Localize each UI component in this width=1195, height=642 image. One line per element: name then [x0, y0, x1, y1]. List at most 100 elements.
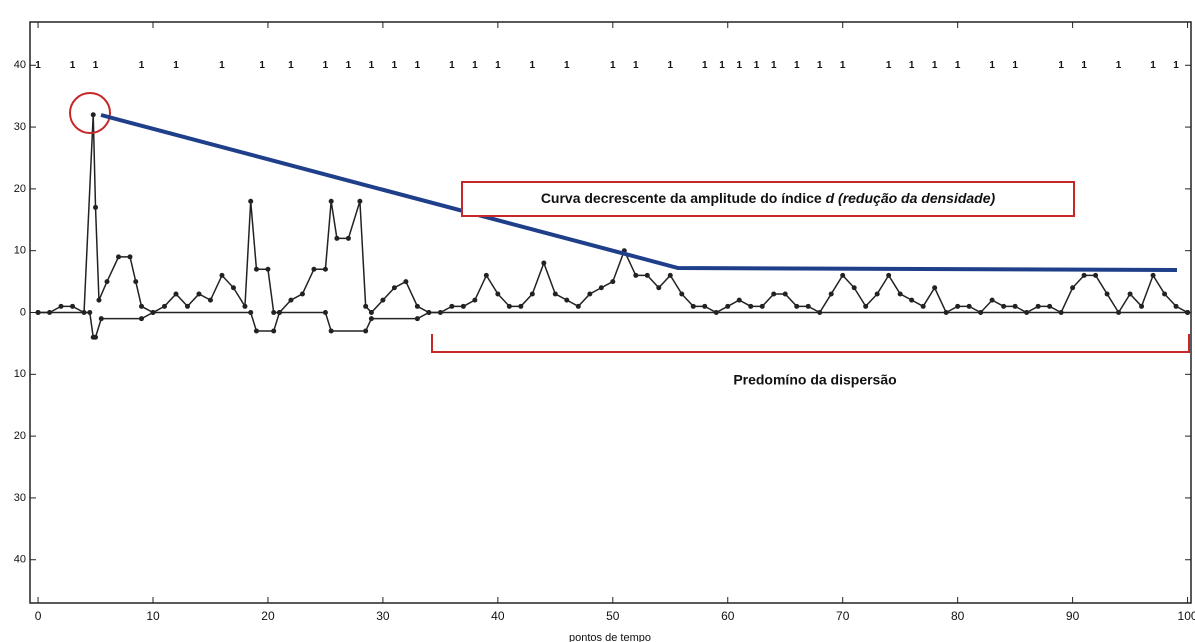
top-label: 1	[449, 60, 455, 71]
data-point	[98, 316, 104, 322]
x-tick-label: 80	[951, 609, 965, 623]
data-point	[909, 297, 915, 303]
annotation-symbol: d	[826, 190, 835, 206]
data-point	[363, 303, 369, 309]
top-label: 1	[1012, 60, 1018, 71]
top-label: 1	[1058, 60, 1064, 71]
data-point	[150, 310, 156, 315]
x-tick-label: 70	[836, 609, 850, 623]
y-tick-label: 40	[14, 59, 26, 71]
top-label: 1	[1081, 60, 1087, 71]
data-point	[207, 297, 213, 303]
top-label: 1	[139, 60, 145, 71]
top-label: 1	[70, 60, 76, 71]
data-point	[851, 285, 857, 291]
data-point	[690, 303, 696, 309]
data-point	[1127, 291, 1133, 297]
data-line	[38, 311, 1188, 338]
top-label: 1	[736, 60, 742, 71]
data-point	[460, 303, 466, 309]
data-point	[736, 297, 742, 303]
data-point	[196, 291, 202, 297]
top-label: 1	[840, 60, 846, 71]
data-point	[116, 254, 122, 260]
data-point	[265, 266, 271, 272]
data-point	[483, 272, 489, 278]
top-label: 1	[259, 60, 265, 71]
x-tick-label: 40	[491, 609, 505, 623]
data-point	[345, 235, 351, 241]
top-label: 1	[392, 60, 398, 71]
top-label: 1	[369, 60, 375, 71]
data-point	[541, 260, 547, 266]
data-point	[90, 112, 96, 118]
data-point	[667, 272, 673, 278]
data-point	[748, 303, 754, 309]
data-point	[1001, 303, 1007, 309]
data-point	[840, 272, 846, 278]
data-point	[759, 303, 765, 309]
y-tick-label: 20	[14, 430, 26, 442]
top-label: 1	[288, 60, 294, 71]
data-point	[725, 303, 731, 309]
data-point	[1150, 272, 1156, 278]
x-tick-label: 50	[606, 609, 620, 623]
data-point	[426, 310, 432, 315]
data-point	[1139, 303, 1145, 309]
data-point	[328, 198, 334, 204]
data-point	[58, 303, 64, 309]
y-tick-label: 0	[20, 306, 26, 318]
data-point	[368, 316, 374, 322]
x-tick-label: 20	[261, 609, 275, 623]
top-label: 1	[1173, 60, 1179, 71]
trend-line	[100, 113, 1178, 272]
data-point	[391, 285, 397, 291]
data-point	[70, 303, 76, 309]
top-label: 1	[415, 60, 421, 71]
top-label: 1	[771, 60, 777, 71]
y-tick-label: 10	[14, 245, 26, 257]
annotation-text: Curva decrescente da amplitude do índice…	[541, 190, 996, 206]
y-tick-label: 30	[14, 121, 26, 133]
data-point	[679, 291, 685, 297]
y-tick-label: 40	[14, 554, 26, 566]
top-label: 1	[93, 60, 99, 71]
y-tick-label: 20	[14, 183, 26, 195]
data-point	[161, 303, 167, 309]
data-point	[1162, 291, 1168, 297]
data-point	[139, 303, 145, 309]
data-point	[575, 303, 581, 309]
top-label: 1	[173, 60, 179, 71]
data-point	[173, 291, 179, 297]
data-point	[1173, 303, 1179, 309]
data-point	[403, 279, 409, 285]
data-point	[248, 310, 254, 315]
top-label: 1	[754, 60, 760, 71]
data-point	[414, 303, 420, 309]
x-axis-label: pontos de tempo	[569, 632, 651, 642]
data-point	[506, 303, 512, 309]
data-point	[1185, 310, 1191, 315]
data-point	[955, 303, 961, 309]
x-tick-label: 10	[146, 609, 160, 623]
data-point	[587, 291, 593, 297]
peak-circle	[69, 92, 111, 134]
data-point	[127, 254, 133, 260]
data-point	[472, 297, 478, 303]
data-point	[363, 328, 369, 334]
annotation-main: Curva decrescente da amplitude do índice	[541, 190, 822, 206]
data-point	[644, 272, 650, 278]
data-point	[230, 285, 236, 291]
data-point	[656, 285, 662, 291]
data-point	[633, 272, 639, 278]
x-tick-label: 0	[35, 609, 42, 623]
data-point	[380, 297, 386, 303]
data-point	[863, 303, 869, 309]
data-point	[253, 266, 259, 272]
data-point	[610, 279, 616, 285]
top-label: 1	[667, 60, 673, 71]
top-label: 1	[610, 60, 616, 71]
top-label: 1	[1116, 60, 1122, 71]
